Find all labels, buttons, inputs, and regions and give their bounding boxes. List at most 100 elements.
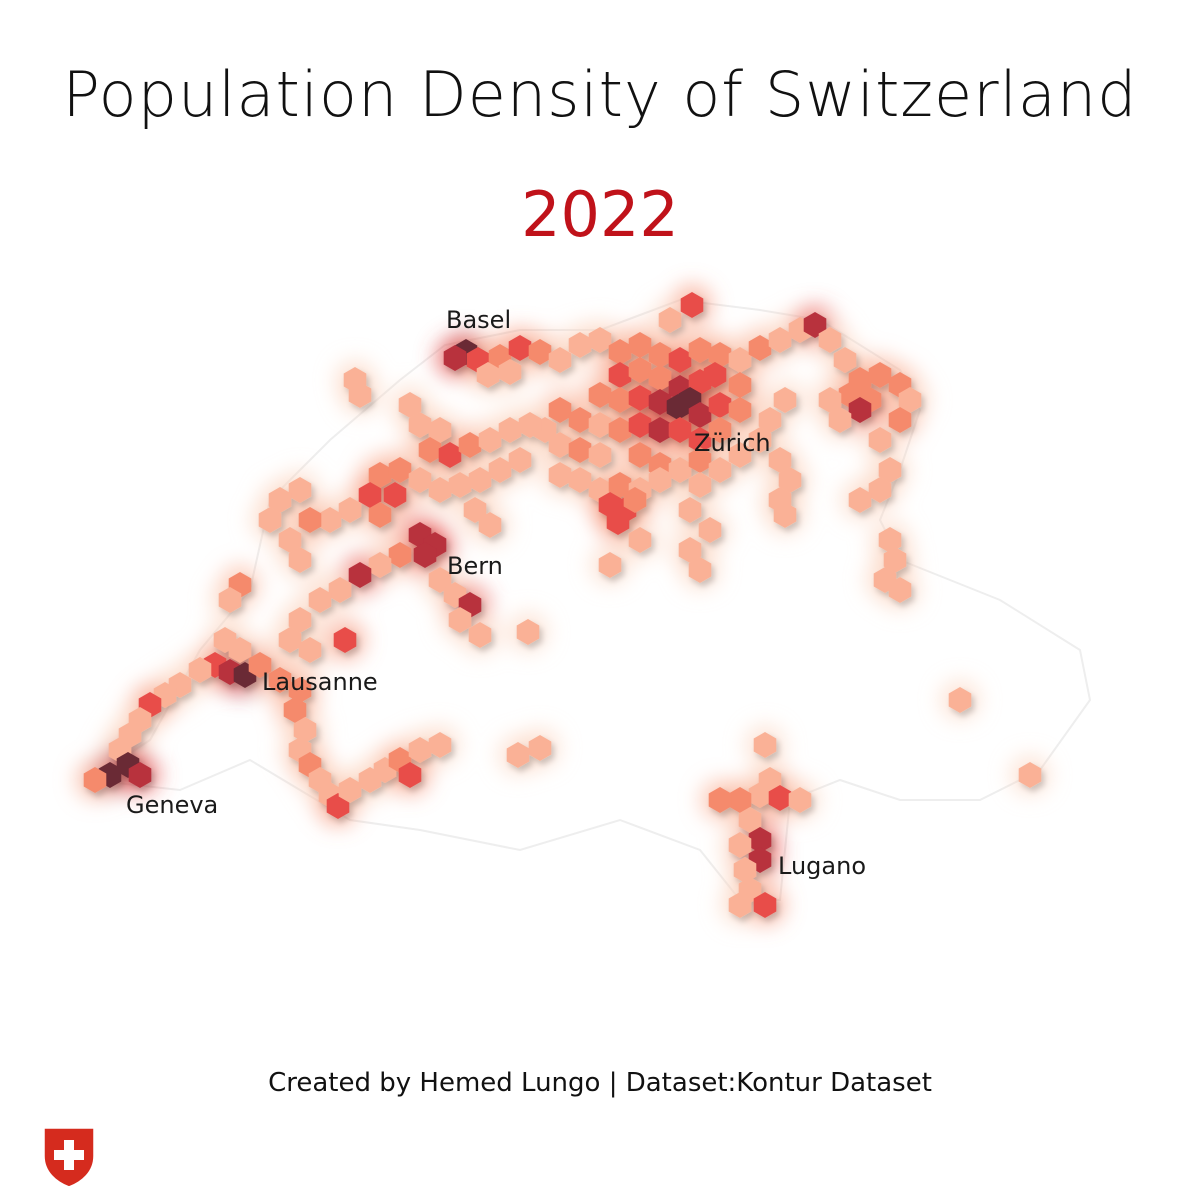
density-hex-cell bbox=[668, 347, 692, 373]
density-hex-cell bbox=[728, 832, 752, 858]
density-hex-cell bbox=[648, 417, 672, 443]
density-hex-cell bbox=[383, 482, 407, 508]
density-hex-cell bbox=[428, 567, 452, 593]
density-hex-cell bbox=[688, 447, 712, 473]
density-hex-cell bbox=[768, 785, 792, 811]
density-hex-cell bbox=[678, 537, 702, 563]
density-hex-cell bbox=[608, 339, 632, 365]
density-hex-cell bbox=[648, 342, 672, 368]
density-hex-cell bbox=[818, 387, 842, 413]
density-hexagons bbox=[83, 292, 1042, 918]
density-hex-cell bbox=[368, 552, 392, 578]
density-hex-cell bbox=[568, 467, 592, 493]
density-hex-cell bbox=[548, 397, 572, 423]
density-hex-cell bbox=[528, 735, 552, 761]
density-hex-cell bbox=[498, 417, 522, 443]
density-hex-cell bbox=[228, 637, 252, 663]
density-hex-cell bbox=[608, 387, 632, 413]
density-hex-cell bbox=[468, 622, 492, 648]
density-hex-cell bbox=[413, 542, 437, 568]
density-hex-cell bbox=[288, 547, 312, 573]
density-hex-cell bbox=[333, 627, 357, 653]
density-hex-cell bbox=[448, 472, 472, 498]
density-hex-cell bbox=[733, 857, 757, 883]
density-hex-cell bbox=[606, 509, 630, 535]
density-hex-cell bbox=[288, 677, 312, 703]
density-hex-cell bbox=[728, 787, 752, 813]
density-hex-cell bbox=[428, 417, 452, 443]
density-hex-cell bbox=[648, 389, 672, 415]
density-hex-cell bbox=[448, 607, 472, 633]
density-hex-cell bbox=[288, 607, 312, 633]
density-hex-cell bbox=[438, 442, 462, 468]
density-hex-cell bbox=[728, 892, 752, 918]
density-hex-cell bbox=[548, 462, 572, 488]
density-hex-cell bbox=[768, 447, 792, 473]
density-hex-cell bbox=[658, 307, 682, 333]
density-hex-cell bbox=[778, 467, 802, 493]
density-hex-cell bbox=[688, 557, 712, 583]
density-hex-cell bbox=[668, 457, 692, 483]
density-hex-cell bbox=[628, 332, 652, 358]
density-hex-cell bbox=[548, 432, 572, 458]
density-hex-cell bbox=[883, 547, 907, 573]
density-hex-cell bbox=[408, 467, 432, 493]
density-hex-cell bbox=[588, 442, 612, 468]
density-hex-cell bbox=[1018, 762, 1042, 788]
density-hex-cell bbox=[278, 627, 302, 653]
density-hex-cell bbox=[608, 362, 632, 388]
density-hex-cell bbox=[768, 327, 792, 353]
country-outline bbox=[87, 298, 1092, 901]
density-hex-cell bbox=[588, 327, 612, 353]
density-hex-cell bbox=[83, 767, 107, 793]
density-hex-cell bbox=[748, 427, 772, 453]
density-hex-cell bbox=[868, 362, 892, 388]
density-hex-cell bbox=[468, 467, 492, 493]
density-hex-cell bbox=[708, 417, 732, 443]
density-hex-cell bbox=[678, 497, 702, 523]
density-hex-cell bbox=[478, 427, 502, 453]
density-hex-cell bbox=[398, 392, 422, 418]
density-hex-cell bbox=[428, 477, 452, 503]
density-hex-cell bbox=[568, 437, 592, 463]
density-hex-cell bbox=[688, 337, 712, 363]
density-hex-cell bbox=[408, 412, 432, 438]
density-hex-cell bbox=[833, 347, 857, 373]
density-hex-cell bbox=[688, 427, 712, 453]
city-label-lausanne: Lausanne bbox=[262, 668, 378, 696]
density-hex-cell bbox=[878, 457, 902, 483]
density-hex-cell bbox=[753, 892, 777, 918]
density-hex-cell bbox=[368, 502, 392, 528]
density-hex-cell bbox=[418, 437, 442, 463]
density-hex-cell bbox=[348, 562, 372, 588]
density-hex-cell bbox=[388, 457, 412, 483]
density-hex-cell bbox=[568, 407, 592, 433]
density-hex-cell bbox=[753, 732, 777, 758]
density-hex-cell bbox=[748, 782, 772, 808]
density-hex-cell bbox=[948, 687, 972, 713]
density-hex-cell bbox=[248, 652, 272, 678]
density-hex-cell bbox=[628, 385, 652, 411]
density-hex-cell bbox=[283, 697, 307, 723]
density-hex-cell bbox=[738, 807, 762, 833]
density-hex-cell bbox=[628, 527, 652, 553]
density-hex-cell bbox=[748, 335, 772, 361]
density-hex-cell bbox=[188, 657, 212, 683]
density-hex-cell bbox=[278, 527, 302, 553]
density-hex-cell bbox=[848, 397, 872, 423]
density-hex-cell bbox=[728, 397, 752, 423]
density-hex-cell bbox=[708, 457, 732, 483]
swiss-shield-icon bbox=[43, 1127, 95, 1188]
density-hex-cell bbox=[708, 392, 732, 418]
density-hex-cell bbox=[548, 347, 572, 373]
density-hex-cell bbox=[508, 447, 532, 473]
city-label-geneva: Geneva bbox=[126, 791, 218, 819]
density-hex-cell bbox=[443, 345, 467, 371]
density-hex-cell bbox=[268, 487, 292, 513]
density-hex-cell bbox=[488, 457, 512, 483]
density-hex-cell bbox=[868, 477, 892, 503]
density-hex-cell bbox=[608, 417, 632, 443]
density-hex-cell bbox=[588, 382, 612, 408]
density-hex-cell bbox=[308, 587, 332, 613]
